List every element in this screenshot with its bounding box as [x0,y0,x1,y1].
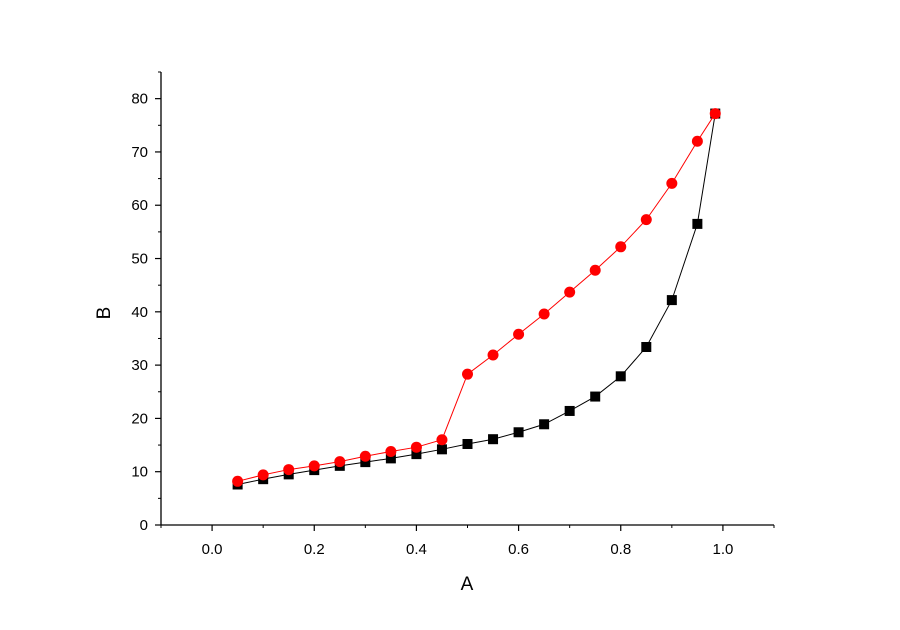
x-tick-label: 0.8 [610,541,631,558]
y-tick-label: 50 [131,251,148,268]
data-point [641,341,652,352]
y-ticks [155,71,161,526]
data-point [615,241,627,253]
data-point [411,449,422,460]
data-point [359,450,371,462]
y-tick-label: 20 [131,410,148,427]
x-tick-label: 0.2 [304,541,325,558]
data-point [692,218,703,229]
data-point [232,475,244,487]
series-line [237,113,716,482]
data-point [487,349,499,361]
y-tick-label: 40 [131,304,148,321]
y-tick-label: 30 [131,357,148,374]
data-point [257,469,269,481]
data-point [488,434,499,445]
x-tick-label: 0.4 [406,541,427,558]
data-point [564,286,576,298]
y-tick-label: 0 [140,517,148,534]
data-point [385,445,397,457]
data-point [462,438,473,449]
data-point [666,295,677,306]
data-point [436,444,447,455]
y-tick-label: 60 [131,197,148,214]
x-ticks [160,525,775,531]
data-point [462,368,473,380]
x-axis-title: A [461,574,474,595]
y-tick-label: 80 [131,91,148,108]
data-point [436,434,448,446]
series-1 [232,108,721,490]
x-tick-label: 0.6 [508,541,529,558]
series-layer [232,108,721,490]
y-tick-labels: 0 10 20 30 40 50 60 70 80 [131,91,148,534]
data-point [539,419,550,430]
data-point [334,456,346,468]
data-point [564,405,575,416]
data-point [615,371,626,382]
data-point [589,264,601,276]
y-axis-title: B [94,307,115,320]
data-point [691,135,703,147]
series-line [237,113,716,485]
plot-area: 0.0 0.2 0.4 0.6 0.8 1.0 0 10 20 30 40 50 60 70 80 [131,71,775,558]
y-tick-label: 10 [131,464,148,481]
data-point [513,328,525,340]
data-point [538,308,550,320]
data-point [513,427,524,438]
data-point [308,460,320,472]
y-tick-label: 70 [131,144,148,161]
data-point [640,214,652,226]
data-point [283,464,295,476]
x-tick-label: 1.0 [712,541,733,558]
series-2 [232,108,721,487]
data-point [410,441,422,453]
x-tick-labels: 0.0 0.2 0.4 0.6 0.8 1.0 [202,541,734,558]
data-point [590,391,601,402]
data-point [666,177,678,189]
x-tick-label: 0.0 [202,541,223,558]
data-point [360,457,371,468]
data-point [385,453,396,464]
data-point [709,108,721,120]
